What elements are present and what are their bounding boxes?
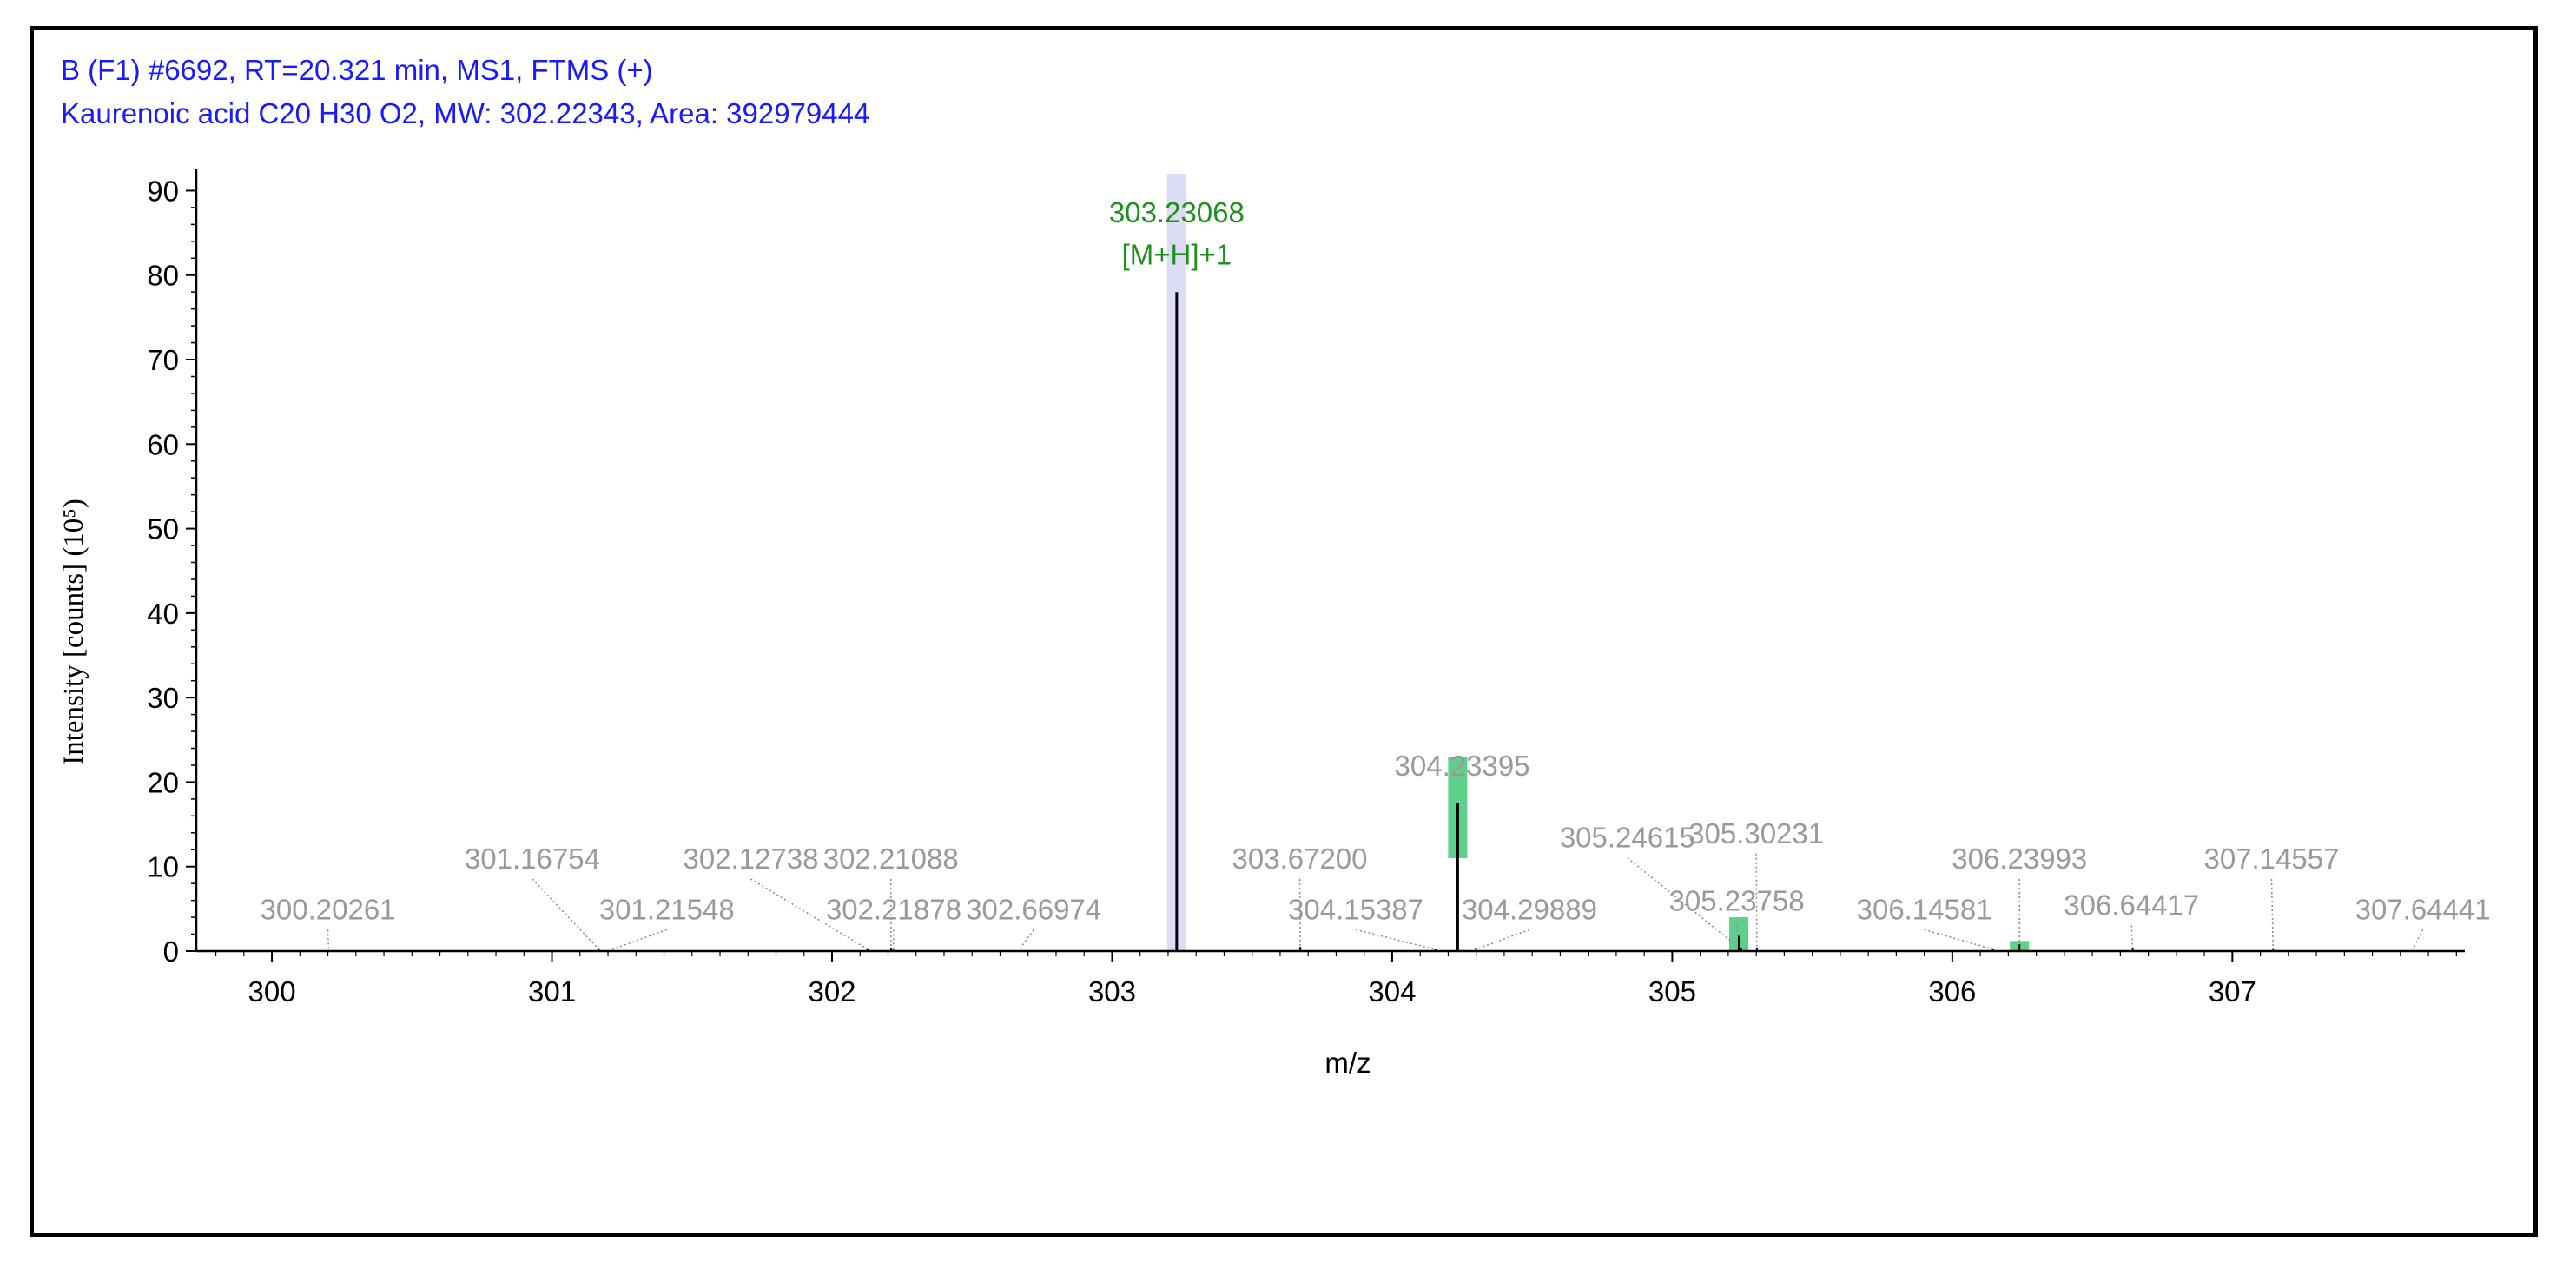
peak-leader-14 xyxy=(1924,929,1994,950)
y-tick-label-20: 20 xyxy=(147,766,179,798)
peak-label-4: 302.21088 xyxy=(823,843,959,875)
header-compound-info: Kaurenoic acid C20 H30 O2, MW: 302.22343… xyxy=(61,97,870,129)
x-tick-label-306: 306 xyxy=(1928,975,1976,1008)
isotope-bar-2 xyxy=(1729,917,1749,951)
peak-leader-16 xyxy=(2130,925,2134,950)
x-tick-label-304: 304 xyxy=(1368,975,1416,1008)
main-peak-mz-label: 303.23068 xyxy=(1109,196,1245,228)
peak-label-9: 304.23395 xyxy=(1395,750,1530,782)
chart-frame xyxy=(30,26,2538,1237)
peak-leader-2 xyxy=(611,929,668,950)
y-tick-label-80: 80 xyxy=(147,260,179,292)
x-tick-label-307: 307 xyxy=(2209,975,2256,1008)
peak-leader-18 xyxy=(2412,929,2424,950)
peak-label-1: 301.16754 xyxy=(465,843,600,875)
peak-label-12: 305.23758 xyxy=(1669,885,1805,917)
y-tick-label-30: 30 xyxy=(147,682,179,714)
x-axis-label: m/z xyxy=(1324,1047,1371,1079)
peak-leader-17 xyxy=(2270,878,2275,950)
y-tick-label-10: 10 xyxy=(147,851,179,883)
peak-label-7: 303.67200 xyxy=(1232,843,1368,875)
peak-leader-0 xyxy=(327,929,330,950)
y-tick-label-90: 90 xyxy=(147,175,179,207)
x-tick-label-305: 305 xyxy=(1648,975,1696,1008)
peak-leader-6 xyxy=(1019,929,1034,950)
y-tick-label-0: 0 xyxy=(163,935,179,968)
peak-label-18: 307.64441 xyxy=(2355,893,2491,925)
peak-leader-11 xyxy=(1627,857,1742,950)
y-tick-label-50: 50 xyxy=(147,513,179,545)
peak-label-10: 304.29889 xyxy=(1462,893,1597,925)
peak-leader-13 xyxy=(1755,853,1758,950)
peak-label-17: 307.14557 xyxy=(2203,843,2339,875)
peak-leader-1 xyxy=(532,878,600,950)
peak-leader-12 xyxy=(1735,921,1740,950)
peak-leader-7 xyxy=(1298,878,1301,950)
peak-label-0: 300.20261 xyxy=(261,893,396,925)
peak-label-14: 306.14581 xyxy=(1857,893,1992,925)
x-tick-label-302: 302 xyxy=(808,975,855,1008)
header-scan-info: B (F1) #6692, RT=20.321 min, MS1, FTMS (… xyxy=(61,54,653,86)
peak-label-13: 305.30231 xyxy=(1688,817,1824,849)
y-axis-label: Intensity [counts] (10⁵) xyxy=(58,499,89,765)
y-tick-label-70: 70 xyxy=(147,344,179,376)
peak-label-8: 304.15387 xyxy=(1288,893,1423,925)
peak-leader-10 xyxy=(1476,929,1530,950)
peak-label-3: 302.12738 xyxy=(683,843,818,875)
peak-label-16: 306.64417 xyxy=(2064,889,2199,921)
peak-label-11: 305.24615 xyxy=(1560,822,1695,854)
peak-leader-3 xyxy=(750,878,869,950)
main-peak-annotation: [M+H]+1 xyxy=(1122,238,1232,270)
peak-label-15: 306.23993 xyxy=(1952,843,2087,875)
peak-leader-8 xyxy=(1355,929,1436,950)
y-tick-label-40: 40 xyxy=(147,598,179,630)
peak-label-5: 302.21878 xyxy=(826,893,961,925)
y-tick-label-60: 60 xyxy=(147,428,179,460)
x-tick-label-300: 300 xyxy=(248,975,296,1008)
peak-label-6: 302.66974 xyxy=(966,893,1101,925)
x-tick-label-301: 301 xyxy=(528,975,576,1008)
x-tick-label-303: 303 xyxy=(1088,975,1136,1008)
peak-label-2: 301.21548 xyxy=(599,893,735,925)
